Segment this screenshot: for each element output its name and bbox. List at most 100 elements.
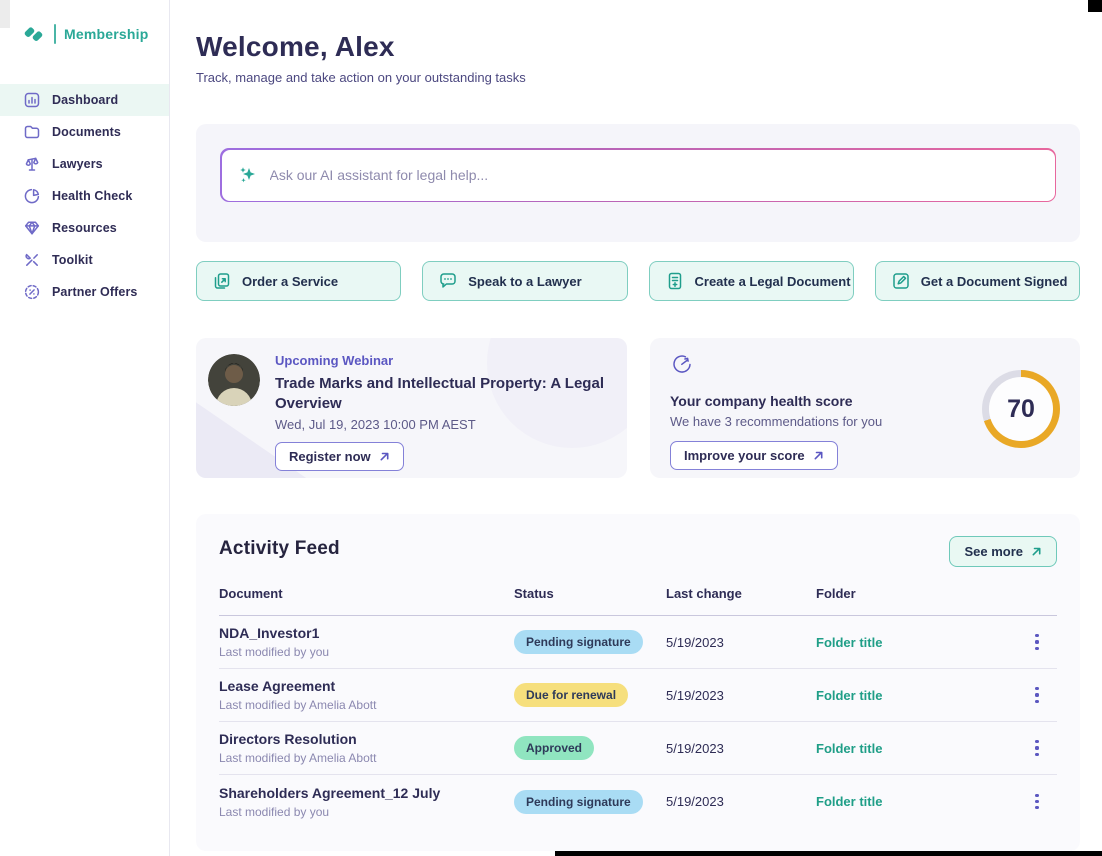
webinar-speaker-avatar <box>208 354 260 406</box>
sidebar-item-label: Resources <box>52 221 117 235</box>
quick-action-label: Speak to a Lawyer <box>468 273 582 289</box>
folder-link[interactable]: Folder title <box>816 687 883 703</box>
tools-icon <box>23 251 41 269</box>
main-content: Welcome, Alex Track, manage and take act… <box>196 0 1080 851</box>
document-title[interactable]: Lease Agreement <box>219 678 336 694</box>
screenshot-artifact <box>1088 0 1102 12</box>
document-modified: Last modified by Amelia Abott <box>219 698 377 712</box>
table-row[interactable]: Directors Resolution Last modified by Am… <box>219 722 1057 775</box>
document-cell: Shareholders Agreement_12 July Last modi… <box>219 785 514 819</box>
ai-assistant-panel <box>196 124 1080 242</box>
document-title[interactable]: NDA_Investor1 <box>219 625 320 641</box>
quick-action-label: Create a Legal Document <box>694 273 851 289</box>
column-last-change: Last change <box>666 586 742 601</box>
sidebar: Membership Dashboard Documents Lawyers H… <box>0 0 170 856</box>
health-score-title: Your company health score <box>670 393 853 409</box>
quick-actions: Order a Service Speak to a Lawyer Create… <box>196 261 1080 301</box>
document-add-icon <box>665 271 685 291</box>
see-more-button[interactable]: See more <box>949 536 1057 567</box>
health-score-ring: 70 <box>982 370 1060 448</box>
percent-circle-icon <box>23 283 41 301</box>
quick-action-label: Get a Document Signed <box>920 273 1068 289</box>
health-score-value: 70 <box>1007 394 1035 423</box>
webinar-title: Trade Marks and Intellectual Property: A… <box>275 375 604 412</box>
sidebar-item-health-check[interactable]: Health Check <box>0 180 169 212</box>
health-score-card: Your company health score We have 3 reco… <box>650 338 1080 478</box>
order-service-icon <box>212 271 232 291</box>
column-status: Status <box>514 586 554 601</box>
chat-icon <box>438 271 458 291</box>
last-change-date: 5/19/2023 <box>666 740 724 756</box>
webinar-label: Upcoming Webinar <box>275 353 394 368</box>
sidebar-item-label: Partner Offers <box>52 285 138 299</box>
sidebar-item-dashboard[interactable]: Dashboard <box>0 84 169 116</box>
folder-link[interactable]: Folder title <box>816 740 883 756</box>
column-folder: Folder <box>816 586 856 601</box>
dashboard-icon <box>23 91 41 109</box>
document-cell: Lease Agreement Last modified by Amelia … <box>219 678 514 712</box>
order-service-button[interactable]: Order a Service <box>196 261 402 301</box>
last-change-date: 5/19/2023 <box>666 794 724 809</box>
status-badge: Pending signature <box>514 789 643 814</box>
ai-assistant-input[interactable] <box>269 167 1039 183</box>
column-document: Document <box>219 586 283 601</box>
feed-header-row: Document Status Last change Folder <box>219 586 1057 616</box>
arrow-up-right-icon <box>380 452 389 461</box>
register-now-label: Register now <box>289 449 371 464</box>
sidebar-item-label: Dashboard <box>52 93 119 107</box>
gauge-icon <box>670 352 694 376</box>
row-menu-button[interactable] <box>1028 632 1046 652</box>
sidebar-item-toolkit[interactable]: Toolkit <box>0 244 169 276</box>
register-now-button[interactable]: Register now <box>275 442 404 471</box>
brand-logo[interactable]: Membership <box>0 0 169 46</box>
ai-input-container[interactable] <box>221 149 1055 201</box>
screenshot-artifact <box>555 851 1102 856</box>
webinar-datetime: Wed, Jul 19, 2023 10:00 PM AEST <box>275 417 476 432</box>
brand-name: Membership <box>64 26 149 42</box>
status-badge: Due for renewal <box>514 683 629 707</box>
folder-link[interactable]: Folder title <box>816 794 883 809</box>
arrow-up-right-icon <box>814 451 823 460</box>
document-modified: Last modified by you <box>219 804 330 819</box>
brand-mark-icon <box>22 22 46 46</box>
cards-row: Upcoming Webinar Trade Marks and Intelle… <box>196 338 1080 478</box>
sidebar-item-lawyers[interactable]: Lawyers <box>0 148 169 180</box>
last-change-date: 5/19/2023 <box>666 634 724 650</box>
pie-chart-icon <box>23 187 41 205</box>
folder-icon <box>23 123 41 141</box>
improve-score-button[interactable]: Improve your score <box>670 441 838 470</box>
row-menu-button[interactable] <box>1028 792 1046 812</box>
document-title[interactable]: Shareholders Agreement_12 July <box>219 784 441 801</box>
improve-score-label: Improve your score <box>684 448 805 463</box>
page-title: Welcome, Alex <box>196 31 395 62</box>
activity-feed-title: Activity Feed <box>219 538 340 559</box>
sidebar-item-documents[interactable]: Documents <box>0 116 169 148</box>
sidebar-item-partner-offers[interactable]: Partner Offers <box>0 276 169 308</box>
last-change-date: 5/19/2023 <box>666 687 724 703</box>
signature-icon <box>891 271 911 291</box>
see-more-label: See more <box>964 544 1023 559</box>
sidebar-item-label: Toolkit <box>52 253 93 267</box>
document-title[interactable]: Directors Resolution <box>219 731 357 747</box>
speak-to-lawyer-button[interactable]: Speak to a Lawyer <box>422 261 628 301</box>
table-row[interactable]: NDA_Investor1 Last modified by you Pendi… <box>219 616 1057 669</box>
table-row[interactable]: Shareholders Agreement_12 July Last modi… <box>219 775 1057 828</box>
sidebar-item-label: Lawyers <box>52 157 103 171</box>
folder-link[interactable]: Folder title <box>816 634 883 650</box>
screenshot-artifact <box>0 0 10 28</box>
status-badge: Pending signature <box>514 630 643 654</box>
sparkle-icon <box>238 165 258 185</box>
row-menu-button[interactable] <box>1028 685 1046 705</box>
document-modified: Last modified by you <box>219 645 330 659</box>
sidebar-item-label: Health Check <box>52 189 133 203</box>
get-document-signed-button[interactable]: Get a Document Signed <box>874 261 1080 301</box>
sidebar-nav: Dashboard Documents Lawyers Health Check… <box>0 84 169 308</box>
ai-input-border <box>220 148 1056 202</box>
row-menu-button[interactable] <box>1028 738 1046 758</box>
document-cell: Directors Resolution Last modified by Am… <box>219 731 514 765</box>
document-modified: Last modified by Amelia Abott <box>219 751 377 765</box>
table-row[interactable]: Lease Agreement Last modified by Amelia … <box>219 669 1057 722</box>
scales-icon <box>23 155 41 173</box>
create-legal-document-button[interactable]: Create a Legal Document <box>648 261 854 301</box>
sidebar-item-resources[interactable]: Resources <box>0 212 169 244</box>
